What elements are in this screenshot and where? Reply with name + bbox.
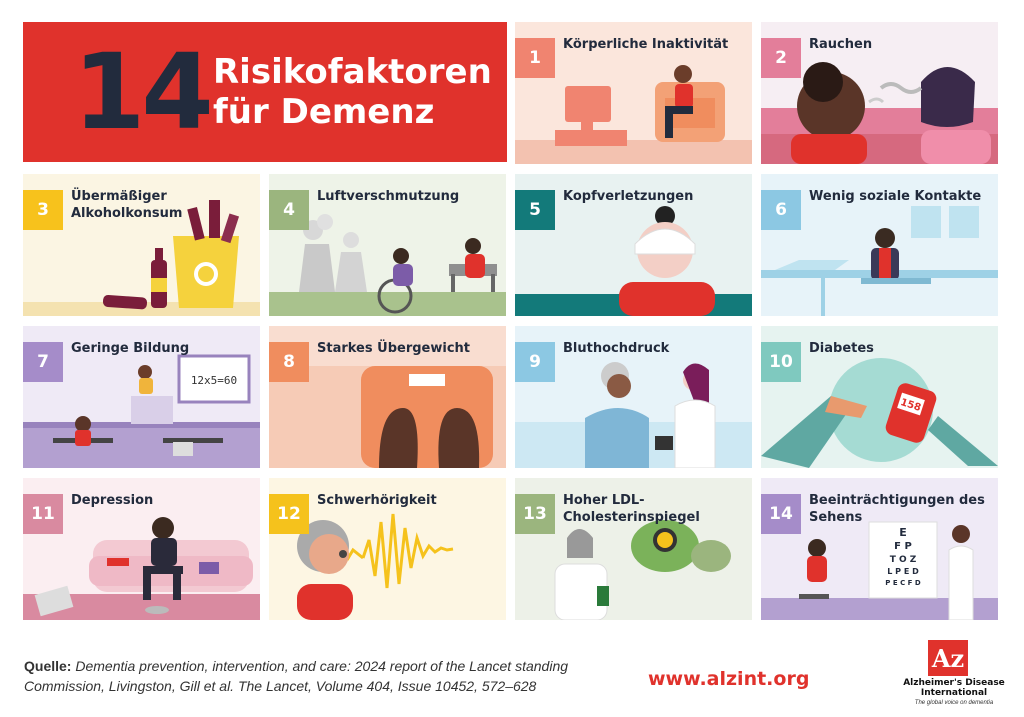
cholesterol-illustration bbox=[554, 520, 731, 620]
factor-card-8: 8 Starkes Übergewicht bbox=[269, 326, 506, 468]
factor-card-1: 1 Körperliche Inaktivität bbox=[515, 22, 752, 164]
factor-label-8: Starkes Übergewicht bbox=[317, 341, 470, 356]
factor-number-11: 11 bbox=[23, 494, 63, 534]
hearing-loss-illustration bbox=[297, 513, 454, 620]
source-text: Dementia prevention, intervention, and c… bbox=[24, 658, 569, 694]
chalkboard-text: 12x5=60 bbox=[191, 374, 237, 387]
eye-chart-row-5: P E C F D bbox=[885, 579, 921, 587]
air-pollution-illustration bbox=[269, 214, 506, 316]
social-isolation-illustration bbox=[761, 206, 998, 316]
factor-card-13: 13 Hoher LDL-Cholesterinspiegel bbox=[515, 478, 752, 620]
eye-chart-row-1: E bbox=[899, 526, 907, 539]
scale-illustration bbox=[269, 366, 506, 468]
logo-tagline: The global voice on dementia bbox=[914, 700, 994, 706]
website-link[interactable]: www.alzint.org bbox=[648, 668, 810, 690]
factor-number-3: 3 bbox=[23, 190, 63, 230]
factor-label-12: Schwerhörigkeit bbox=[317, 493, 437, 508]
head-injury-illustration bbox=[515, 206, 752, 316]
factor-label-14: Beeinträchtigungen des Sehens bbox=[809, 493, 985, 525]
classroom-illustration: 12x5=60 bbox=[23, 354, 260, 468]
eye-test-illustration: E F P T O Z L P E D P E C F D bbox=[761, 521, 998, 620]
factor-card-2: 2 Rauchen bbox=[761, 22, 998, 164]
factor-label-6: Wenig soziale Kontakte bbox=[809, 189, 982, 204]
title-banner: 14 Risikofaktoren für Demenz bbox=[23, 22, 507, 162]
factor-card-4: 4 Luftverschmutzung bbox=[269, 174, 506, 316]
factor-label-4: Luftverschmutzung bbox=[317, 189, 460, 204]
factor-label-1: Körperliche Inaktivität bbox=[563, 37, 729, 52]
factor-card-7: 12x5=60 7 Geringe Bildung bbox=[23, 326, 260, 468]
factor-number-10: 10 bbox=[761, 342, 801, 382]
eye-chart-row-3: T O Z bbox=[890, 555, 917, 565]
logo-name: Alzheimer's Disease International bbox=[903, 678, 1005, 698]
depression-illustration bbox=[23, 517, 260, 620]
factor-label-11: Depression bbox=[71, 493, 154, 508]
factor-card-9: 9 Bluthochdruck bbox=[515, 326, 752, 468]
source-label: Quelle: bbox=[24, 658, 72, 674]
factor-number-6: 6 bbox=[761, 190, 801, 230]
eye-chart-row-4: L P E D bbox=[887, 567, 919, 576]
factor-number-7: 7 bbox=[23, 342, 63, 382]
factor-card-6: 6 Wenig soziale Kontakte bbox=[761, 174, 998, 316]
factor-label-9: Bluthochdruck bbox=[563, 341, 670, 356]
title-number: 14 bbox=[73, 31, 214, 153]
factor-number-4: 4 bbox=[269, 190, 309, 230]
logo-mark: Az bbox=[928, 640, 968, 676]
blood-pressure-illustration bbox=[515, 362, 752, 468]
factor-card-5: 5 Kopfverletzungen bbox=[515, 174, 752, 316]
factor-card-3: 3 Übermäßiger Alkoholkonsum bbox=[23, 174, 260, 316]
factor-number-1: 1 bbox=[515, 38, 555, 78]
factor-label-13: Hoher LDL-Cholesterinspiegel bbox=[563, 493, 700, 525]
factor-number-2: 2 bbox=[761, 38, 801, 78]
factor-label-7: Geringe Bildung bbox=[71, 341, 190, 356]
factor-label-10: Diabetes bbox=[809, 341, 874, 356]
factor-card-11: 11 Depression bbox=[23, 478, 260, 620]
title-line-2: für Demenz bbox=[213, 92, 435, 132]
title-text: Risikofaktoren für Demenz bbox=[213, 52, 492, 132]
adi-logo: Az Alzheimer's Disease International The… bbox=[888, 640, 1018, 712]
factor-number-14: 14 bbox=[761, 494, 801, 534]
factor-number-8: 8 bbox=[269, 342, 309, 382]
factor-label-5: Kopfverletzungen bbox=[563, 189, 694, 204]
smoking-illustration bbox=[761, 62, 998, 164]
factor-number-9: 9 bbox=[515, 342, 555, 382]
diabetes-illustration: 158 bbox=[761, 358, 998, 468]
factor-card-14: E F P T O Z L P E D P E C F D 14 Beeintr… bbox=[761, 478, 998, 620]
factor-label-3: Übermäßiger Alkoholkonsum bbox=[71, 189, 183, 221]
tv-couch-illustration bbox=[515, 65, 752, 164]
eye-chart-row-2: F P bbox=[894, 541, 912, 552]
title-line-1: Risikofaktoren bbox=[213, 52, 492, 92]
factor-number-12: 12 bbox=[269, 494, 309, 534]
factor-card-10: 158 10 Diabetes bbox=[761, 326, 998, 468]
source-citation: Quelle: Dementia prevention, interventio… bbox=[24, 656, 624, 696]
factor-number-5: 5 bbox=[515, 190, 555, 230]
factor-card-12: 12 Schwerhörigkeit bbox=[269, 478, 506, 620]
factor-label-2: Rauchen bbox=[809, 37, 873, 52]
alcohol-illustration bbox=[23, 200, 260, 316]
factor-number-13: 13 bbox=[515, 494, 555, 534]
